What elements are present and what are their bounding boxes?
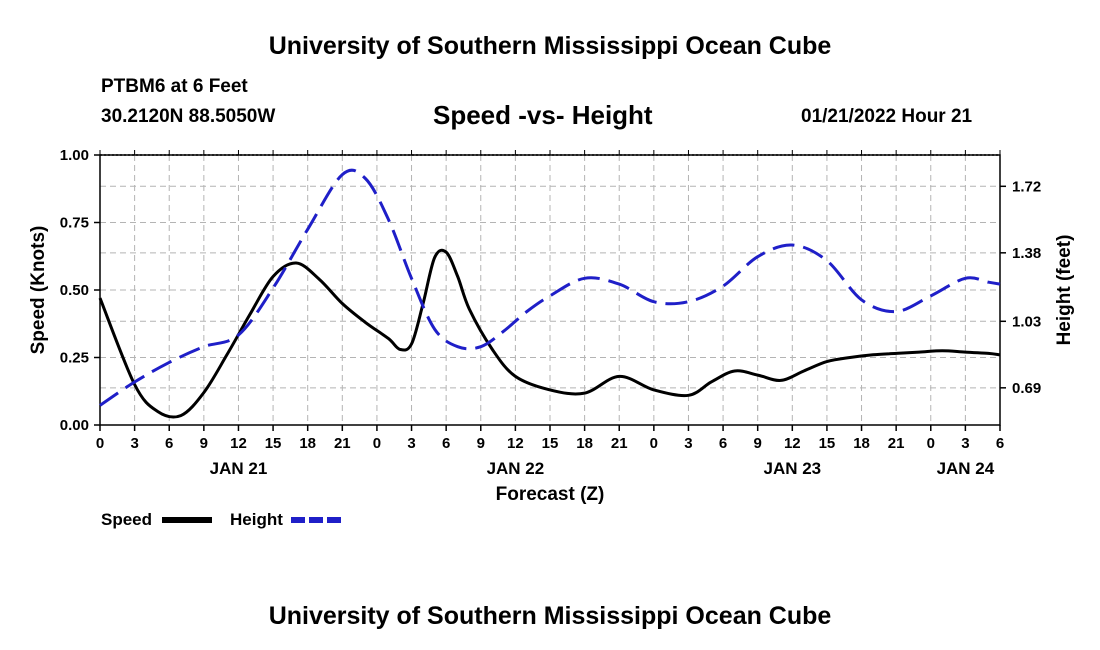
x-tick-label: 21 [888,435,905,452]
y2-axis-label: Height (feet) [1054,235,1075,346]
x-tick-label: 9 [477,435,485,452]
x-tick-label: 15 [265,435,282,452]
x-tick-label: 3 [407,435,415,452]
y2-tick-label: 1.03 [1012,313,1041,330]
x-tick-label: 3 [130,435,138,452]
y-tick-label: 0.00 [60,417,89,434]
series-line-height [99,168,1001,407]
chart-subtitle: Speed -vs- Height [433,100,653,130]
page-title: University of Southern Mississippi Ocean… [268,32,832,60]
series-line-speed [98,248,1001,419]
x-tick-label: 6 [996,435,1004,452]
x-tick-label: 0 [927,435,935,452]
x-tick-label: 18 [853,435,870,452]
x-tick-label: 9 [754,435,762,452]
y-tick-label: 1.00 [60,147,89,164]
y2-tick-label: 1.72 [1012,178,1041,195]
x-tick-label: 18 [576,435,593,452]
x-tick-label: 6 [442,435,450,452]
date-label: JAN 23 [763,459,821,478]
x-axis-label: Forecast (Z) [496,484,605,505]
y-tick-label: 0.75 [60,215,89,232]
x-tick-label: 12 [784,435,801,452]
x-tick-label: 15 [819,435,836,452]
x-tick-label: 21 [334,435,351,452]
x-tick-label: 0 [373,435,381,452]
x-tick-label: 6 [165,435,173,452]
x-tick-label: 9 [200,435,208,452]
date-label: JAN 21 [210,459,268,478]
legend-label-height: Height [230,510,283,529]
x-tick-label: 3 [684,435,692,452]
x-tick-label: 0 [650,435,658,452]
y-axis-label: Speed (Knots) [28,226,49,355]
y2-tick-label: 1.38 [1012,245,1041,262]
x-tick-label: 0 [96,435,104,452]
y-tick-label: 0.25 [60,350,89,367]
x-tick-label: 6 [719,435,727,452]
coordinates-label: 30.2120N 88.5050W [101,106,276,127]
x-tick-label: 12 [230,435,247,452]
legend-label-speed: Speed [101,510,152,529]
station-label: PTBM6 at 6 Feet [101,76,248,97]
x-tick-label: 15 [542,435,559,452]
x-tick-label: 3 [961,435,969,452]
y2-tick-label: 0.69 [1012,380,1041,397]
x-tick-label: 21 [611,435,628,452]
x-tick-label: 18 [299,435,316,452]
date-label: JAN 22 [487,459,545,478]
date-label: JAN 24 [937,459,995,478]
footer-title: University of Southern Mississippi Ocean… [268,602,832,630]
x-tick-label: 12 [507,435,524,452]
y-tick-label: 0.50 [60,282,89,299]
timestamp-label: 01/21/2022 Hour 21 [801,106,973,127]
